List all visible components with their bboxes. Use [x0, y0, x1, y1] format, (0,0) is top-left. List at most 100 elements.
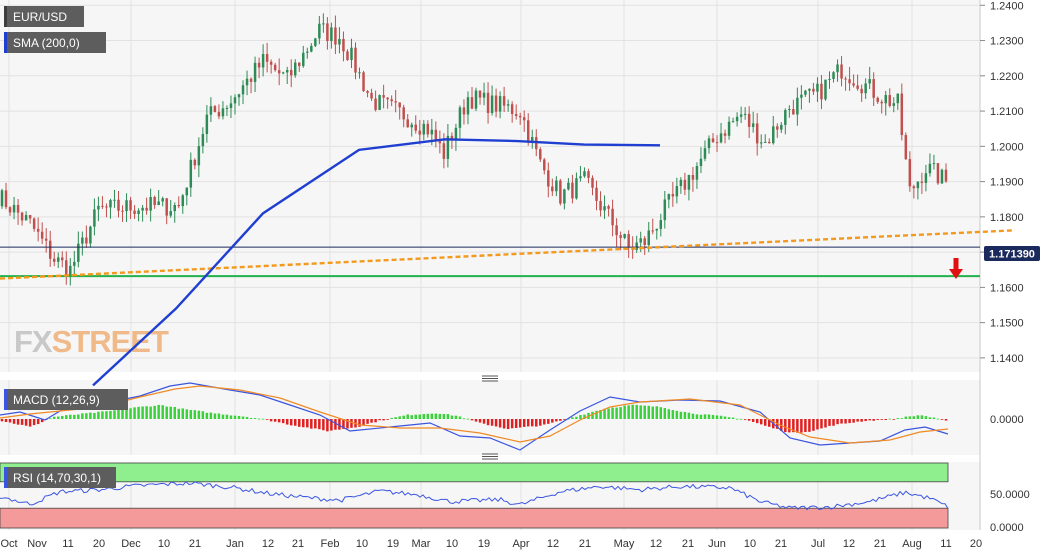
candle — [105, 203, 108, 218]
candle — [269, 59, 273, 74]
symbol-tag[interactable]: EUR/USD — [4, 6, 84, 27]
candle — [277, 58, 281, 86]
candle-body — [800, 94, 803, 98]
candle-body — [852, 83, 855, 86]
candle-body — [884, 95, 887, 104]
candle-body — [555, 180, 558, 192]
candle — [820, 74, 823, 110]
macd-histogram-bar — [808, 419, 811, 432]
rsi-resize-handle[interactable] — [482, 453, 498, 460]
candle — [406, 114, 409, 128]
time-tick-label: 10 — [744, 538, 756, 550]
macd-histogram-bar — [486, 419, 490, 426]
candle — [571, 174, 574, 204]
macd-histogram-bar — [470, 419, 474, 421]
macd-histogram-bar — [711, 414, 715, 419]
candle — [828, 71, 831, 89]
candle-body — [667, 194, 671, 200]
candle — [563, 188, 566, 210]
rsi-tick-label: 0.0000 — [990, 522, 1024, 534]
macd-histogram-bar — [137, 406, 140, 419]
macd-histogram-bar — [868, 419, 871, 421]
time-tick-label: 10 — [446, 538, 458, 550]
candle — [201, 127, 205, 154]
candle — [161, 196, 164, 207]
macd-histogram-bar — [759, 419, 763, 425]
macd-histogram-bar — [65, 415, 68, 419]
sma-tag[interactable]: SMA (200,0) — [4, 32, 106, 53]
macd-histogram-bar — [559, 419, 562, 421]
candle-body — [177, 204, 180, 207]
macd-histogram-bar — [314, 419, 317, 429]
candle-body — [153, 197, 156, 206]
candle-body — [133, 210, 136, 214]
macd-histogram-bar — [908, 416, 912, 419]
candle-body — [450, 135, 454, 141]
candle-body — [591, 177, 594, 188]
candle — [611, 199, 614, 237]
candle — [667, 193, 671, 209]
time-tick-label: 12 — [650, 538, 662, 550]
candle — [233, 94, 237, 115]
candle — [840, 56, 843, 87]
candle — [217, 104, 221, 120]
macd-histogram-bar — [48, 418, 52, 420]
candle — [510, 101, 514, 123]
rsi-tag[interactable]: RSI (14,70,30,1) — [4, 467, 116, 488]
candle — [189, 152, 193, 197]
candle-body — [48, 240, 52, 259]
price-tick-label: 1.2100 — [990, 106, 1024, 118]
candle — [575, 172, 578, 200]
macd-histogram-bar — [105, 411, 108, 419]
macd-histogram-bar — [675, 410, 679, 419]
candle-body — [796, 97, 799, 115]
candle — [916, 181, 920, 200]
candle — [583, 167, 586, 178]
macd-histogram-bar — [940, 419, 944, 420]
candle-body — [482, 92, 486, 98]
macd-histogram-bar — [394, 417, 397, 419]
candle — [48, 230, 52, 267]
sma-200-line — [92, 138, 661, 387]
candle-body — [683, 179, 687, 190]
candle-body — [567, 182, 570, 190]
candle-body — [671, 194, 675, 197]
candle-body — [908, 159, 912, 187]
macd-histogram-bar — [265, 419, 269, 420]
macd-tick-label: 0.0000 — [990, 414, 1024, 426]
candle — [567, 178, 570, 191]
macd-histogram-bar — [603, 408, 606, 419]
macd-histogram-bar — [20, 419, 24, 425]
down-arrow-icon — [949, 258, 963, 279]
candle — [711, 133, 715, 143]
macd-resize-handle[interactable] — [482, 375, 498, 382]
macd-histogram-bar — [302, 419, 305, 428]
candle — [936, 163, 940, 185]
candle — [149, 188, 152, 222]
candle — [73, 250, 76, 277]
candle-body — [113, 199, 116, 201]
candle — [743, 107, 747, 120]
candle-body — [623, 234, 626, 238]
candle-body — [518, 115, 522, 118]
macd-histogram-bar — [261, 418, 265, 420]
candle-body — [378, 95, 381, 110]
candle — [342, 31, 345, 62]
macd-plot — [0, 382, 949, 451]
ascending-trendline — [0, 229, 1016, 280]
candle — [723, 129, 727, 144]
candle — [314, 37, 317, 48]
macd-histogram-bar — [474, 419, 478, 422]
candle-body — [261, 54, 265, 68]
candle — [57, 252, 60, 268]
candle-body — [181, 195, 185, 207]
rsi-oversold-zone — [0, 507, 949, 529]
time-tick-label: 21 — [292, 538, 304, 550]
macd-histogram-bar — [848, 419, 851, 424]
macd-histogram-bar — [900, 418, 904, 420]
macd-tag[interactable]: MACD (12,26,9) — [4, 389, 128, 410]
candle-body — [920, 181, 924, 183]
candle-body — [201, 134, 205, 147]
candle-body — [747, 113, 751, 127]
